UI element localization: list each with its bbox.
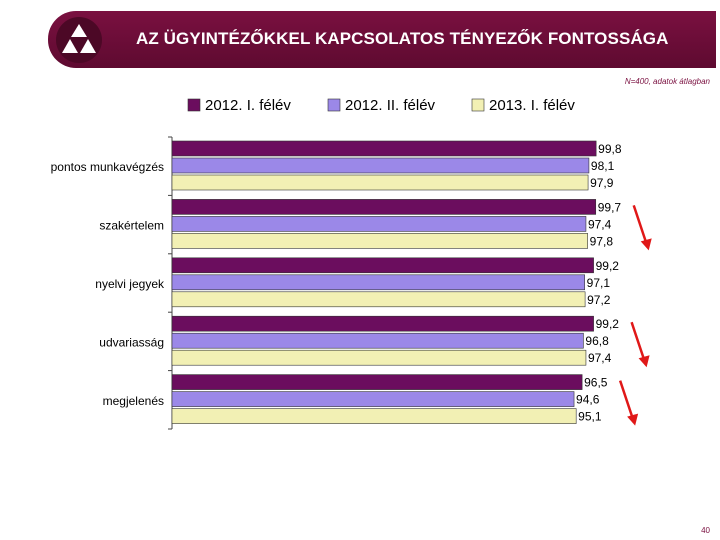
data-label: 99,2: [596, 317, 620, 331]
legend-label-1: 2012. I. félév: [205, 97, 291, 114]
bar-s2-2: [171, 216, 587, 232]
page-number: 40: [701, 526, 710, 535]
legend-label-3: 2013. I. félév: [489, 97, 575, 114]
bar-s1-1: [171, 140, 597, 157]
bar-s2-5: [171, 391, 575, 407]
bar-s3-1: [171, 174, 589, 191]
red-down-arrow-head-icon: [627, 413, 639, 426]
data-label: 99,2: [596, 259, 620, 273]
data-label: 97,2: [587, 293, 611, 307]
data-label: 98,1: [591, 159, 615, 173]
category-label: nyelvi jegyek: [95, 277, 165, 291]
bar-s3-4: [171, 349, 587, 366]
category-label: pontos munkavégzés: [51, 160, 164, 174]
data-label: 97,4: [588, 351, 612, 365]
bar-s1-4: [171, 315, 594, 332]
bar-s3-5: [171, 408, 577, 424]
legend-label-2: 2012. II. félév: [345, 97, 436, 114]
bar-s3-3: [171, 291, 586, 308]
header-banner: AZ ÜGYINTÉZŐKKEL KAPCSOLATOS TÉNYEZŐK FO…: [48, 11, 716, 68]
bar-s2-3: [171, 274, 585, 291]
bar-s3-2: [171, 233, 588, 249]
bar-s2-4: [171, 332, 584, 349]
data-label: 97,1: [587, 276, 611, 290]
bar-s1-5: [171, 374, 583, 390]
data-label: 97,8: [590, 234, 614, 248]
category-label: megjelenés: [103, 394, 164, 408]
bar-s1-2: [171, 199, 597, 215]
data-label: 99,8: [598, 142, 622, 156]
data-label: 97,4: [588, 217, 612, 231]
data-label: 96,8: [585, 334, 609, 348]
data-label: 94,6: [576, 393, 600, 407]
legend-swatch-2: [327, 98, 341, 112]
data-label: 95,1: [578, 410, 602, 424]
legend-swatch-1: [187, 98, 201, 112]
category-label: udvariasság: [99, 335, 164, 349]
page-title: AZ ÜGYINTÉZŐKKEL KAPCSOLATOS TÉNYEZŐK FO…: [136, 29, 669, 48]
legend-swatch-3: [471, 98, 485, 112]
bar-s1-3: [171, 257, 594, 274]
data-label: 97,9: [590, 176, 614, 190]
sample-note: N=400, adatok átlagban: [624, 77, 710, 86]
category-label: szakértelem: [99, 219, 164, 233]
bar-s2-1: [171, 157, 590, 174]
data-label: 96,5: [584, 376, 608, 390]
red-down-arrow-head-icon: [638, 355, 650, 368]
triangle-logo-icon: [56, 17, 102, 63]
data-label: 99,7: [598, 200, 622, 214]
red-down-arrow-head-icon: [640, 238, 652, 251]
